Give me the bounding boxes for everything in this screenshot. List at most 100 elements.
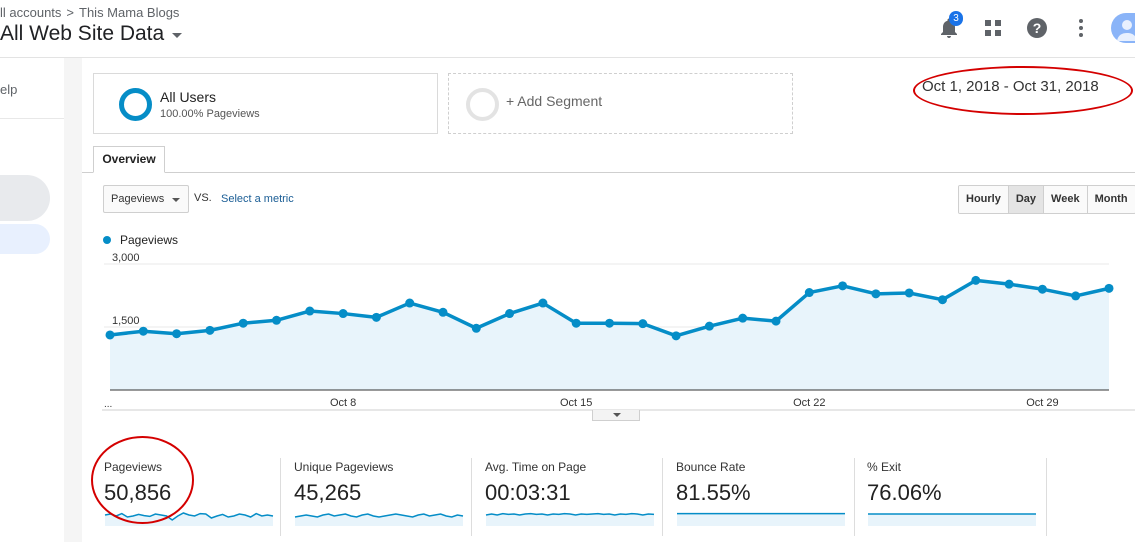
scorecard-label: Unique Pageviews xyxy=(294,460,394,474)
sparkline-area xyxy=(295,514,463,526)
data-point[interactable] xyxy=(571,318,581,328)
data-point[interactable] xyxy=(538,298,548,308)
data-point[interactable] xyxy=(438,307,448,317)
chevron-down-icon xyxy=(172,198,180,202)
legend-dot-icon xyxy=(103,236,111,244)
granularity-day-button[interactable]: Day xyxy=(1008,186,1045,213)
data-point[interactable] xyxy=(338,309,348,319)
scorecard-sparkline xyxy=(485,512,655,526)
data-point[interactable] xyxy=(871,289,881,299)
data-point[interactable] xyxy=(838,281,848,291)
data-point[interactable] xyxy=(1037,284,1047,294)
notification-badge: 3 xyxy=(949,11,963,26)
data-point[interactable] xyxy=(272,315,281,325)
segment-ring-icon xyxy=(119,88,152,121)
data-point[interactable] xyxy=(1071,291,1081,301)
select-metric-link[interactable]: Select a metric xyxy=(221,193,294,205)
nav-item-active[interactable] xyxy=(0,224,50,254)
data-point[interactable] xyxy=(771,316,781,326)
scorecard-label: Bounce Rate xyxy=(676,460,746,474)
avatar[interactable] xyxy=(1111,13,1135,43)
data-point[interactable] xyxy=(138,326,148,336)
data-point[interactable] xyxy=(371,312,381,322)
granularity-toggle: Hourly Day Week Month xyxy=(958,185,1135,214)
annotation-oval-pageviews xyxy=(91,436,194,524)
tab-overview[interactable]: Overview xyxy=(93,146,165,173)
data-point[interactable] xyxy=(105,330,115,340)
scorecard[interactable]: Bounce Rate 81.55% xyxy=(676,458,855,542)
breadcrumb-account[interactable]: ll accounts xyxy=(0,5,62,20)
breadcrumb-separator: > xyxy=(66,5,75,20)
pageviews-chart: 1,500 3,000... Oct 8 Oct 15 Oct 22 Oct 29 xyxy=(102,252,1135,411)
data-point[interactable] xyxy=(938,295,947,305)
scorecard[interactable]: Unique Pageviews 45,265 xyxy=(294,458,472,542)
chart-expand-handle[interactable] xyxy=(592,410,640,421)
sparkline-area xyxy=(677,513,845,526)
scorecard-label: % Exit xyxy=(867,460,902,474)
data-point[interactable] xyxy=(804,288,814,298)
data-point[interactable] xyxy=(238,318,248,328)
bell-icon[interactable]: 3 xyxy=(933,11,965,44)
data-point[interactable] xyxy=(305,306,315,316)
caret-down-icon[interactable] xyxy=(172,32,183,38)
sparkline-line xyxy=(294,513,464,518)
y-tick-label: 1,500 xyxy=(112,315,140,327)
scorecard-divider xyxy=(854,458,855,536)
segment-all-users[interactable]: All Users 100.00% Pageviews xyxy=(93,73,438,134)
data-point[interactable] xyxy=(671,331,681,341)
scorecard-sparkline xyxy=(677,512,845,526)
data-point[interactable] xyxy=(605,318,614,328)
data-point[interactable] xyxy=(1004,279,1014,289)
metric-select-value: Pageviews xyxy=(111,193,165,205)
scorecard-divider xyxy=(1046,458,1047,536)
x-start-label: ... xyxy=(104,399,112,410)
segment-name: All Users xyxy=(160,89,217,105)
granularity-month-button[interactable]: Month xyxy=(1087,186,1135,213)
nav-help-label[interactable]: elp xyxy=(0,82,18,97)
breadcrumb-property[interactable]: This Mama Blogs xyxy=(79,5,180,20)
data-point[interactable] xyxy=(638,319,648,329)
data-point[interactable] xyxy=(704,321,714,331)
scorecard-label: Avg. Time on Page xyxy=(485,460,587,474)
more-vert-icon[interactable] xyxy=(1065,12,1097,44)
data-point[interactable] xyxy=(405,298,415,308)
scorecard-divider xyxy=(280,458,281,536)
add-segment-button[interactable]: + Add Segment xyxy=(448,73,793,134)
apps-grid-icon[interactable] xyxy=(977,12,1009,44)
nav-divider xyxy=(0,118,64,119)
tab-baseline xyxy=(82,172,1135,173)
chart-legend: Pageviews xyxy=(103,233,178,247)
scorecard-value: 76.06% xyxy=(867,480,942,505)
scorecard-divider xyxy=(471,458,472,536)
scorecard-value: 81.55% xyxy=(676,480,751,505)
view-selector[interactable]: All Web Site Data xyxy=(0,22,183,46)
help-icon[interactable]: ? xyxy=(1021,12,1053,44)
data-point[interactable] xyxy=(172,329,182,339)
data-point[interactable] xyxy=(505,309,515,319)
left-nav: elp xyxy=(0,58,64,542)
header-actions: 3 ? xyxy=(921,11,1135,44)
nav-item-selected[interactable] xyxy=(0,175,50,221)
data-point[interactable] xyxy=(471,323,481,333)
data-point[interactable] xyxy=(738,313,748,323)
scorecard-divider xyxy=(662,458,663,536)
data-point[interactable] xyxy=(904,288,914,298)
data-point[interactable] xyxy=(1104,283,1114,293)
svg-text:?: ? xyxy=(1033,20,1042,36)
data-point[interactable] xyxy=(205,325,215,335)
y-tick-label: 3,000 xyxy=(112,252,140,264)
sparkline-area xyxy=(486,513,654,526)
scorecard[interactable]: % Exit 76.06% xyxy=(867,458,1047,542)
annotation-oval-date xyxy=(913,66,1133,115)
legend-label: Pageviews xyxy=(120,233,179,247)
view-title[interactable]: All Web Site Data xyxy=(0,22,165,45)
granularity-week-button[interactable]: Week xyxy=(1044,186,1088,213)
scorecard[interactable]: Avg. Time on Page 00:03:31 xyxy=(485,458,663,542)
breadcrumb[interactable]: ll accounts > This Mama Blogs xyxy=(0,5,179,20)
vs-label: VS. xyxy=(194,192,212,204)
x-tick-label: Oct 29 xyxy=(1026,397,1058,409)
data-point[interactable] xyxy=(971,275,981,285)
metric-select[interactable]: Pageviews xyxy=(103,185,189,213)
granularity-hourly-button[interactable]: Hourly xyxy=(959,186,1009,213)
add-segment-label: + Add Segment xyxy=(506,93,603,109)
